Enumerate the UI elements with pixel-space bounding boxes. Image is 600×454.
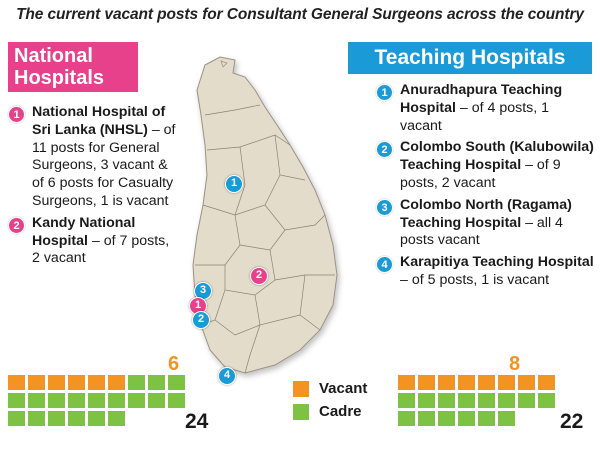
map-pin-anuradhapura: 1: [225, 175, 243, 193]
cadre-post-cell: [128, 393, 145, 408]
national-item-2-detail: – of 7 posts, 2 vacant: [32, 232, 170, 267]
island-outline: [192, 56, 338, 374]
cadre-post-cell: [8, 411, 25, 426]
national-item-1: 1 National Hospital of Sri Lanka (NHSL) …: [8, 104, 176, 211]
cadre-post-cell: [168, 393, 185, 408]
teaching-hospitals-list: 1 Anuradhapura Teaching Hospital – of 4 …: [376, 82, 594, 294]
legend-vacant: Vacant: [293, 380, 367, 397]
number-badge-4: 4: [376, 256, 393, 274]
cadre-post-cell: [418, 393, 435, 408]
cadre-post-cell: [88, 411, 105, 426]
map-pin-kalubowila: 2: [192, 311, 210, 329]
vacant-post-cell: [88, 375, 105, 390]
cadre-post-cell: [28, 411, 45, 426]
number-badge-1: 1: [376, 84, 393, 101]
cadre-post-cell: [168, 375, 185, 390]
national-posts-grid: [8, 375, 185, 426]
teaching-item-2: 2 Colombo South (Kalubowila) Teaching Ho…: [376, 139, 594, 192]
vacant-post-cell: [438, 375, 455, 390]
vacant-post-cell: [108, 375, 125, 390]
vacant-post-cell: [8, 375, 25, 390]
national-item-1-name: National Hospital of Sri Lanka (NHSL): [32, 104, 166, 138]
national-item-2-name: Kandy National Hospital: [32, 214, 136, 249]
cadre-post-cell: [438, 411, 455, 426]
vacant-swatch: [293, 380, 309, 397]
vacant-post-cell: [458, 375, 475, 390]
cadre-post-cell: [128, 375, 145, 390]
vacant-post-cell: [68, 375, 85, 390]
teaching-posts-grid: [398, 375, 555, 426]
cadre-post-cell: [478, 411, 495, 426]
number-badge-1: 1: [8, 106, 25, 123]
cadre-post-cell: [458, 411, 475, 426]
vacant-post-cell: [398, 375, 415, 390]
vacant-post-cell: [538, 375, 555, 390]
cadre-post-cell: [478, 393, 495, 408]
legend: Vacant Cadre: [293, 380, 367, 426]
cadre-post-cell: [398, 393, 415, 408]
teaching-hospitals-header: Teaching Hospitals: [348, 42, 592, 74]
number-badge-2: 2: [8, 216, 25, 234]
national-header-line1: National: [14, 45, 93, 67]
number-badge-3: 3: [376, 198, 393, 216]
teaching-item-3-name: Colombo North (Ragama) Teaching Hospital: [400, 196, 572, 231]
cadre-post-cell: [28, 393, 45, 408]
cadre-post-cell: [458, 393, 475, 408]
vacant-post-cell: [48, 375, 65, 390]
cadre-post-cell: [108, 393, 125, 408]
cadre-post-cell: [498, 411, 515, 426]
map-pin-karapitiya: 4: [218, 367, 236, 385]
cadre-label: Cadre: [319, 403, 362, 420]
national-hospitals-list: 1 National Hospital of Sri Lanka (NHSL) …: [8, 104, 176, 272]
vacant-post-cell: [498, 375, 515, 390]
infographic-title: The current vacant posts for Consultant …: [16, 6, 584, 23]
cadre-post-cell: [498, 393, 515, 408]
national-vacant-count: 6: [168, 353, 180, 375]
cadre-post-cell: [48, 393, 65, 408]
cadre-post-cell: [538, 393, 555, 408]
national-cadre-count: 24: [185, 410, 209, 433]
vacant-post-cell: [418, 375, 435, 390]
map-pin-kandy: 2: [250, 267, 268, 285]
cadre-post-cell: [148, 375, 165, 390]
vacant-post-cell: [478, 375, 495, 390]
islet: [220, 60, 228, 68]
district-borders: [195, 104, 335, 374]
teaching-item-3: 3 Colombo North (Ragama) Teaching Hospit…: [376, 197, 594, 250]
national-item-2: 2 Kandy National Hospital – of 7 posts, …: [8, 215, 176, 268]
sri-lanka-map: [192, 56, 338, 374]
cadre-post-cell: [108, 411, 125, 426]
teaching-item-1: 1 Anuradhapura Teaching Hospital – of 4 …: [376, 82, 594, 135]
number-badge-2: 2: [376, 141, 393, 159]
cadre-post-cell: [148, 393, 165, 408]
teaching-vacant-count: 8: [509, 353, 521, 375]
cadre-post-cell: [398, 411, 415, 426]
vacant-post-cell: [518, 375, 535, 390]
vacant-post-cell: [28, 375, 45, 390]
teaching-item-4: 4 Karapitiya Teaching Hospital – of 5 po…: [376, 254, 594, 290]
cadre-swatch: [293, 403, 309, 420]
national-item-1-detail: – of 11 posts for General Surgeons, 3 va…: [32, 121, 176, 209]
cadre-post-cell: [88, 393, 105, 408]
teaching-item-4-detail: – of 5 posts, 1 is vacant: [400, 271, 550, 288]
teaching-item-2-name: Colombo South (Kalubowila) Teaching Hosp…: [400, 139, 594, 174]
vacant-label: Vacant: [319, 380, 368, 397]
legend-cadre: Cadre: [293, 403, 367, 420]
cadre-post-cell: [518, 393, 535, 408]
teaching-cadre-count: 22: [560, 410, 584, 433]
cadre-post-cell: [68, 393, 85, 408]
cadre-post-cell: [68, 411, 85, 426]
cadre-post-cell: [48, 411, 65, 426]
teaching-item-1-name: Anuradhapura Teaching Hospital: [400, 82, 563, 116]
cadre-post-cell: [438, 393, 455, 408]
teaching-item-1-detail: – of 4 posts, 1 vacant: [400, 99, 550, 134]
teaching-item-3-detail: – all 4 posts vacant: [400, 214, 563, 249]
cadre-post-cell: [418, 411, 435, 426]
teaching-item-4-name: Karapitiya Teaching Hospital: [400, 254, 594, 271]
cadre-post-cell: [8, 393, 25, 408]
national-header-line2: Hospitals: [14, 67, 105, 89]
teaching-item-2-detail: – of 9 posts, 2 vacant: [400, 157, 561, 191]
national-hospitals-header: National Hospitals: [8, 42, 138, 92]
